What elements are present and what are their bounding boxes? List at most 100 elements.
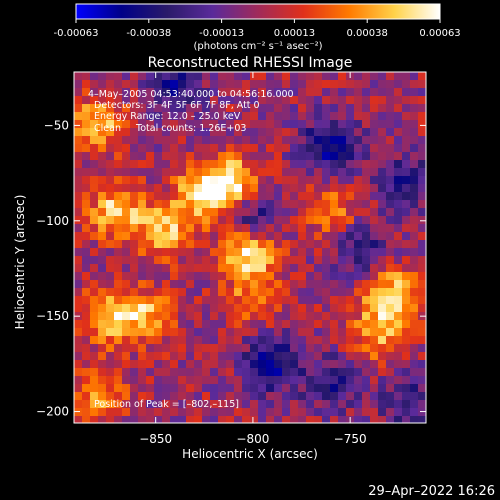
heatmap-cell [170, 280, 178, 288]
heatmap-cell [202, 136, 210, 144]
heatmap-cell [394, 96, 402, 104]
heatmap-cell [154, 352, 162, 360]
heatmap-cell [250, 200, 258, 208]
heatmap-cell [354, 152, 362, 160]
heatmap-cell [234, 208, 242, 216]
heatmap-cell [210, 112, 218, 120]
heatmap-cell [82, 72, 90, 80]
heatmap-cell [274, 384, 282, 392]
heatmap-cell [330, 192, 338, 200]
heatmap-cell [218, 144, 226, 152]
heatmap-cell [386, 168, 394, 176]
heatmap-cell [186, 248, 194, 256]
heatmap-cell [362, 120, 370, 128]
heatmap-cell [74, 232, 82, 240]
heatmap-cell [242, 72, 250, 80]
heatmap-cell [274, 400, 282, 408]
heatmap-cell [378, 344, 386, 352]
heatmap-cell [130, 88, 138, 96]
heatmap-cell [418, 360, 426, 368]
heatmap-cell [266, 192, 274, 200]
heatmap-cell [90, 144, 98, 152]
heatmap-cell [314, 320, 322, 328]
heatmap-cell [282, 208, 290, 216]
heatmap-cell [186, 168, 194, 176]
heatmap-cell [194, 120, 202, 128]
heatmap-cell [178, 248, 186, 256]
heatmap-cell [74, 96, 82, 104]
heatmap-cell [82, 272, 90, 280]
heatmap-cell [258, 216, 266, 224]
heatmap-cell [90, 88, 98, 96]
heatmap-cell [90, 384, 98, 392]
heatmap-cell [274, 160, 282, 168]
heatmap-cell [338, 240, 346, 248]
heatmap-cell [146, 80, 154, 88]
heatmap-cell [138, 400, 146, 408]
heatmap-cell [322, 352, 330, 360]
heatmap-cell [138, 360, 146, 368]
heatmap-cell [386, 176, 394, 184]
heatmap-cell [106, 72, 114, 80]
heatmap-cell [82, 376, 90, 384]
heatmap-cell [234, 248, 242, 256]
heatmap-cell [146, 216, 154, 224]
heatmap-cell [410, 184, 418, 192]
heatmap-cell [266, 408, 274, 416]
heatmap-cell [282, 160, 290, 168]
heatmap-cell [314, 416, 322, 423]
heatmap-cell [410, 288, 418, 296]
heatmap-cell [274, 184, 282, 192]
heatmap-cell [314, 296, 322, 304]
heatmap-cell [274, 112, 282, 120]
heatmap-cell [138, 224, 146, 232]
heatmap-cell [218, 200, 226, 208]
heatmap-cell [354, 320, 362, 328]
heatmap-cell [266, 216, 274, 224]
heatmap-cell [114, 408, 122, 416]
heatmap-cell [242, 360, 250, 368]
heatmap-cell [122, 88, 130, 96]
heatmap-cell [218, 184, 226, 192]
heatmap-cell [386, 120, 394, 128]
heatmap-cell [330, 144, 338, 152]
heatmap-cell [146, 400, 154, 408]
heatmap-cell [298, 280, 306, 288]
heatmap-cell [402, 96, 410, 104]
heatmap-cell [330, 104, 338, 112]
heatmap-cell [394, 168, 402, 176]
heatmap-cell [146, 280, 154, 288]
heatmap-cell [330, 160, 338, 168]
heatmap-cell [242, 304, 250, 312]
heatmap-cell [194, 200, 202, 208]
heatmap-cell [394, 104, 402, 112]
heatmap-cell [362, 336, 370, 344]
heatmap-cell [242, 256, 250, 264]
heatmap-cell [314, 264, 322, 272]
heatmap-cell [130, 112, 138, 120]
heatmap-cell [298, 328, 306, 336]
heatmap-cell [202, 272, 210, 280]
heatmap-cell [106, 288, 114, 296]
heatmap-cell [202, 96, 210, 104]
heatmap-cell [90, 96, 98, 104]
heatmap-cell [194, 160, 202, 168]
heatmap-cell [410, 320, 418, 328]
heatmap-cell [378, 336, 386, 344]
heatmap-cell [338, 176, 346, 184]
heatmap-cell [226, 368, 234, 376]
heatmap-cell [98, 248, 106, 256]
heatmap-cell [298, 384, 306, 392]
heatmap-cell [234, 224, 242, 232]
heatmap-cell [370, 112, 378, 120]
heatmap-cell [122, 144, 130, 152]
heatmap-cell [74, 208, 82, 216]
heatmap-cell [210, 240, 218, 248]
heatmap-cell [354, 392, 362, 400]
heatmap-cell [90, 360, 98, 368]
annotation-peak-position: Position of Peak = [–802,–115] [94, 399, 239, 410]
y-axis-label: Heliocentric Y (arcsec) [13, 195, 27, 330]
heatmap-cell [258, 256, 266, 264]
heatmap-cell [410, 408, 418, 416]
heatmap-cell [258, 296, 266, 304]
